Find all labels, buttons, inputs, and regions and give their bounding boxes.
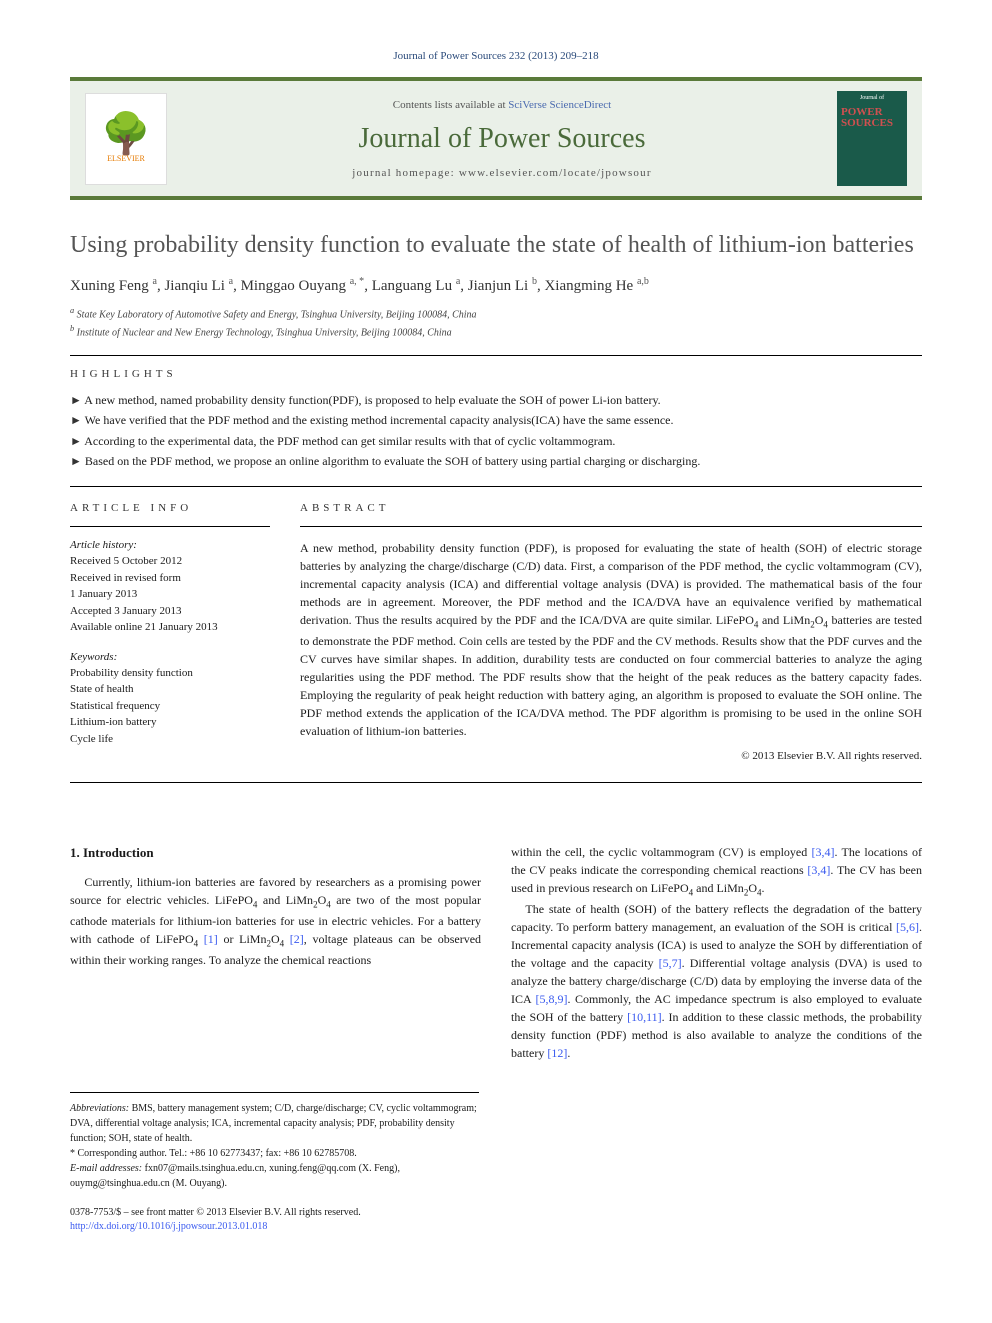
- keywords-label: Keywords:: [70, 651, 270, 663]
- email-label: E-mail addresses:: [70, 1163, 142, 1174]
- abbreviations-footnote: Abbreviations: BMS, battery management s…: [70, 1101, 479, 1146]
- abstract-text: A new method, probability density functi…: [300, 539, 922, 740]
- copyright-line: © 2013 Elsevier B.V. All rights reserved…: [300, 750, 922, 762]
- article-title: Using probability density function to ev…: [70, 230, 922, 261]
- corresponding-author-footnote: * Corresponding author. Tel.: +86 10 627…: [70, 1146, 479, 1161]
- intro-paragraph-1: Currently, lithium-ion batteries are fav…: [70, 873, 481, 969]
- history-label: Article history:: [70, 539, 270, 551]
- divider: [70, 355, 922, 356]
- divider: [70, 526, 270, 527]
- highlights-list: ► A new method, named probability densit…: [70, 390, 922, 472]
- journal-cover-thumbnail: Journal of POWER SOURCES: [837, 91, 907, 186]
- article-info-label: ARTICLE INFO: [70, 502, 270, 514]
- section-heading-intro: 1. Introduction: [70, 843, 481, 863]
- abstract-column: ABSTRACT A new method, probability densi…: [300, 502, 922, 762]
- email-footnote: E-mail addresses: fxn07@mails.tsinghua.e…: [70, 1161, 479, 1191]
- journal-header: 🌳 ELSEVIER Contents lists available at S…: [70, 77, 922, 200]
- divider: [300, 526, 922, 527]
- author-list: Xuning Feng a, Jianqiu Li a, Minggao Ouy…: [70, 276, 922, 295]
- affiliations: a State Key Laboratory of Automotive Saf…: [70, 305, 922, 340]
- corr-label: * Corresponding author.: [70, 1148, 169, 1159]
- issn-line: 0378-7753/$ – see front matter © 2013 El…: [70, 1206, 922, 1220]
- intro-paragraph-2b: The state of health (SOH) of the battery…: [511, 900, 922, 1062]
- corr-text: Tel.: +86 10 62773437; fax: +86 10 62785…: [169, 1148, 357, 1159]
- doi-link[interactable]: http://dx.doi.org/10.1016/j.jpowsour.201…: [70, 1221, 267, 1232]
- elsevier-text: ELSEVIER: [107, 154, 145, 163]
- history-body: Received 5 October 2012Received in revis…: [70, 553, 270, 636]
- keywords-body: Probability density functionState of hea…: [70, 665, 270, 748]
- right-column: within the cell, the cyclic voltammogram…: [511, 843, 922, 1062]
- footnotes: Abbreviations: BMS, battery management s…: [70, 1092, 479, 1191]
- contents-available-line: Contents lists available at SciVerse Sci…: [167, 99, 837, 111]
- divider: [70, 486, 922, 487]
- homepage-prefix: journal homepage:: [352, 167, 459, 179]
- footer: 0378-7753/$ – see front matter © 2013 El…: [70, 1206, 922, 1234]
- abbrev-text: BMS, battery management system; C/D, cha…: [70, 1103, 477, 1144]
- abbrev-label: Abbreviations:: [70, 1103, 129, 1114]
- journal-homepage-line: journal homepage: www.elsevier.com/locat…: [167, 167, 837, 179]
- homepage-url[interactable]: www.elsevier.com/locate/jpowsour: [459, 167, 652, 179]
- sciencedirect-link[interactable]: SciVerse ScienceDirect: [508, 99, 611, 111]
- elsevier-tree-icon: 🌳: [101, 114, 151, 154]
- article-info-column: ARTICLE INFO Article history: Received 5…: [70, 502, 270, 762]
- body-two-column: 1. Introduction Currently, lithium-ion b…: [70, 843, 922, 1062]
- left-column: 1. Introduction Currently, lithium-ion b…: [70, 843, 481, 1062]
- journal-name: Journal of Power Sources: [167, 123, 837, 155]
- highlights-label: HIGHLIGHTS: [70, 368, 922, 380]
- cover-title: POWER SOURCES: [841, 107, 903, 129]
- contents-prefix: Contents lists available at: [393, 99, 508, 111]
- divider: [70, 782, 922, 783]
- abstract-label: ABSTRACT: [300, 502, 922, 514]
- elsevier-logo: 🌳 ELSEVIER: [85, 93, 167, 185]
- intro-paragraph-2a: within the cell, the cyclic voltammogram…: [511, 843, 922, 900]
- citation-line: Journal of Power Sources 232 (2013) 209–…: [70, 50, 922, 62]
